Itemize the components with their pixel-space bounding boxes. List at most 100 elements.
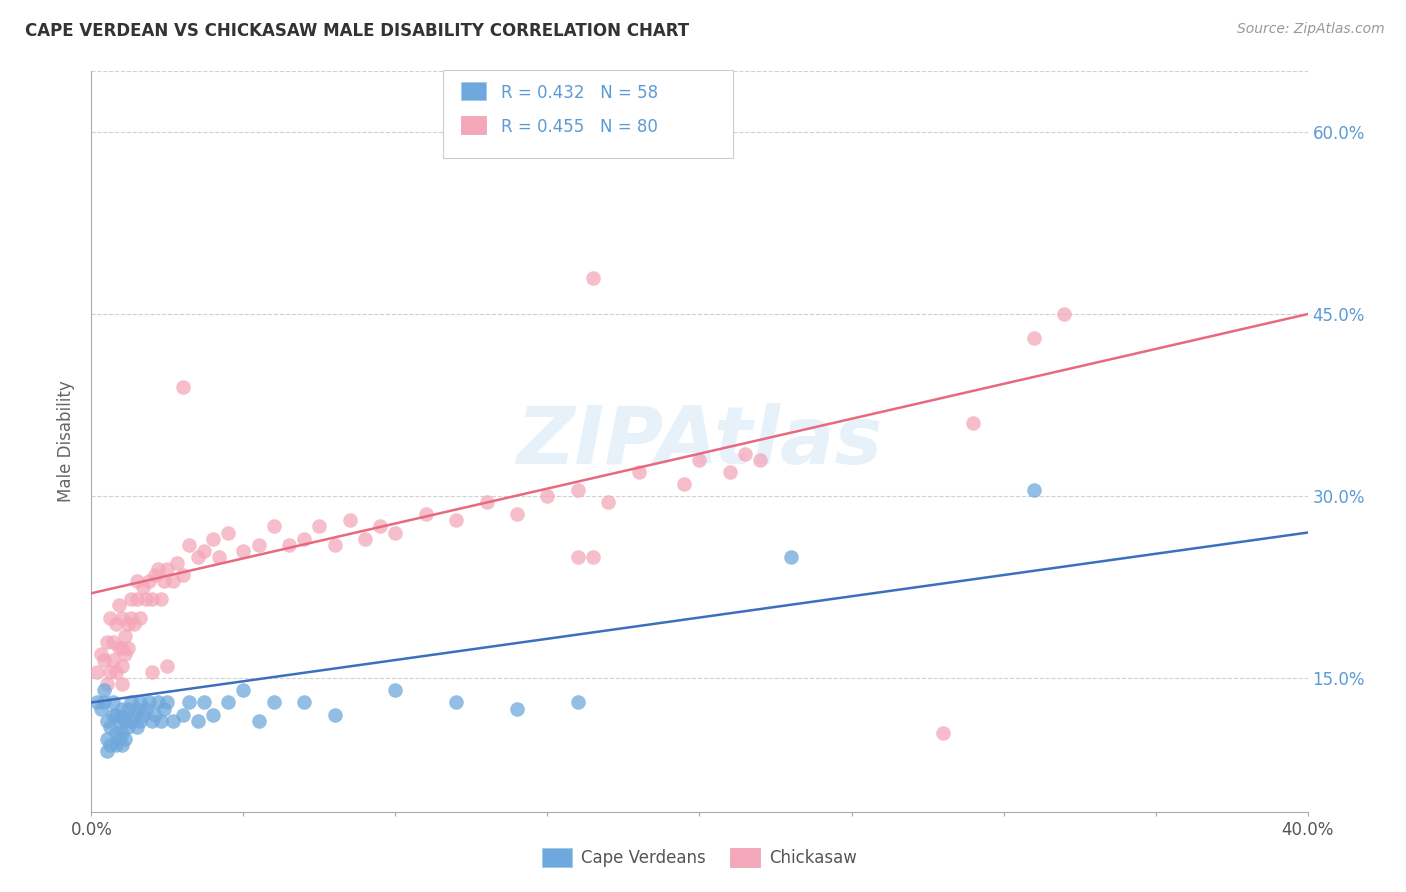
Point — [111, 640, 134, 655]
Point — [120, 696, 142, 710]
Point — [138, 574, 160, 588]
Point — [107, 599, 129, 613]
Point — [643, 112, 665, 127]
Point — [323, 538, 346, 552]
Point — [354, 532, 377, 546]
Point — [1022, 483, 1045, 497]
Point — [96, 731, 118, 746]
Text: ZIPAtlas: ZIPAtlas — [516, 402, 883, 481]
Point — [120, 592, 142, 607]
Point — [208, 549, 231, 564]
Point — [129, 696, 152, 710]
Point — [779, 549, 801, 564]
Point — [153, 574, 176, 588]
Point — [582, 270, 605, 285]
Point — [138, 696, 160, 710]
Point — [247, 538, 270, 552]
Point — [1022, 331, 1045, 345]
Point — [172, 568, 194, 582]
Point — [582, 549, 605, 564]
Point — [217, 696, 239, 710]
Point — [536, 489, 558, 503]
Point — [292, 696, 315, 710]
Point — [177, 538, 200, 552]
Point — [107, 731, 129, 746]
Point — [111, 726, 134, 740]
Point — [232, 683, 254, 698]
Point — [292, 532, 315, 546]
Point — [96, 744, 118, 758]
Point — [135, 701, 157, 715]
Point — [193, 696, 215, 710]
Text: CAPE VERDEAN VS CHICKASAW MALE DISABILITY CORRELATION CHART: CAPE VERDEAN VS CHICKASAW MALE DISABILIT… — [25, 22, 689, 40]
Point — [122, 616, 145, 631]
Point — [415, 508, 437, 522]
Point — [734, 447, 756, 461]
Point — [98, 610, 121, 624]
Point — [475, 495, 498, 509]
Point — [162, 574, 184, 588]
Point — [86, 696, 108, 710]
Point — [117, 616, 139, 631]
Point — [962, 417, 984, 431]
Point — [125, 574, 148, 588]
Point — [718, 465, 741, 479]
Point — [98, 720, 121, 734]
Point — [263, 519, 285, 533]
Point — [202, 532, 225, 546]
Point — [104, 665, 127, 680]
Point — [148, 562, 170, 576]
Point — [93, 696, 115, 710]
Point — [101, 653, 124, 667]
Point — [150, 714, 173, 728]
Point — [384, 525, 406, 540]
Point — [143, 568, 166, 582]
Point — [384, 683, 406, 698]
Point — [247, 714, 270, 728]
Point — [101, 696, 124, 710]
Point — [166, 556, 188, 570]
Point — [107, 640, 129, 655]
Point — [120, 714, 142, 728]
Point — [93, 683, 115, 698]
Legend: Cape Verdeans, Chickasaw: Cape Verdeans, Chickasaw — [536, 842, 863, 874]
Point — [111, 710, 134, 724]
Point — [98, 665, 121, 680]
Point — [444, 513, 467, 527]
Point — [122, 707, 145, 722]
Point — [120, 610, 142, 624]
Point — [107, 714, 129, 728]
Point — [104, 738, 127, 752]
Point — [135, 592, 157, 607]
Point — [114, 731, 136, 746]
Point — [177, 696, 200, 710]
Point — [117, 640, 139, 655]
Point — [263, 696, 285, 710]
Point — [567, 483, 589, 497]
Point — [111, 610, 134, 624]
Y-axis label: Male Disability: Male Disability — [58, 381, 76, 502]
Point — [323, 707, 346, 722]
Point — [172, 707, 194, 722]
Point — [89, 647, 111, 661]
Point — [172, 380, 194, 394]
Point — [162, 714, 184, 728]
Point — [308, 519, 330, 533]
Point — [567, 696, 589, 710]
Point — [104, 616, 127, 631]
Point — [101, 635, 124, 649]
Point — [688, 452, 710, 467]
Point — [506, 701, 529, 715]
Point — [96, 635, 118, 649]
Point — [148, 696, 170, 710]
Point — [117, 701, 139, 715]
Point — [202, 707, 225, 722]
Point — [143, 707, 166, 722]
Point — [567, 549, 589, 564]
Point — [232, 543, 254, 558]
Point — [132, 580, 155, 594]
Point — [93, 653, 115, 667]
Point — [114, 629, 136, 643]
Point — [125, 720, 148, 734]
Point — [104, 707, 127, 722]
